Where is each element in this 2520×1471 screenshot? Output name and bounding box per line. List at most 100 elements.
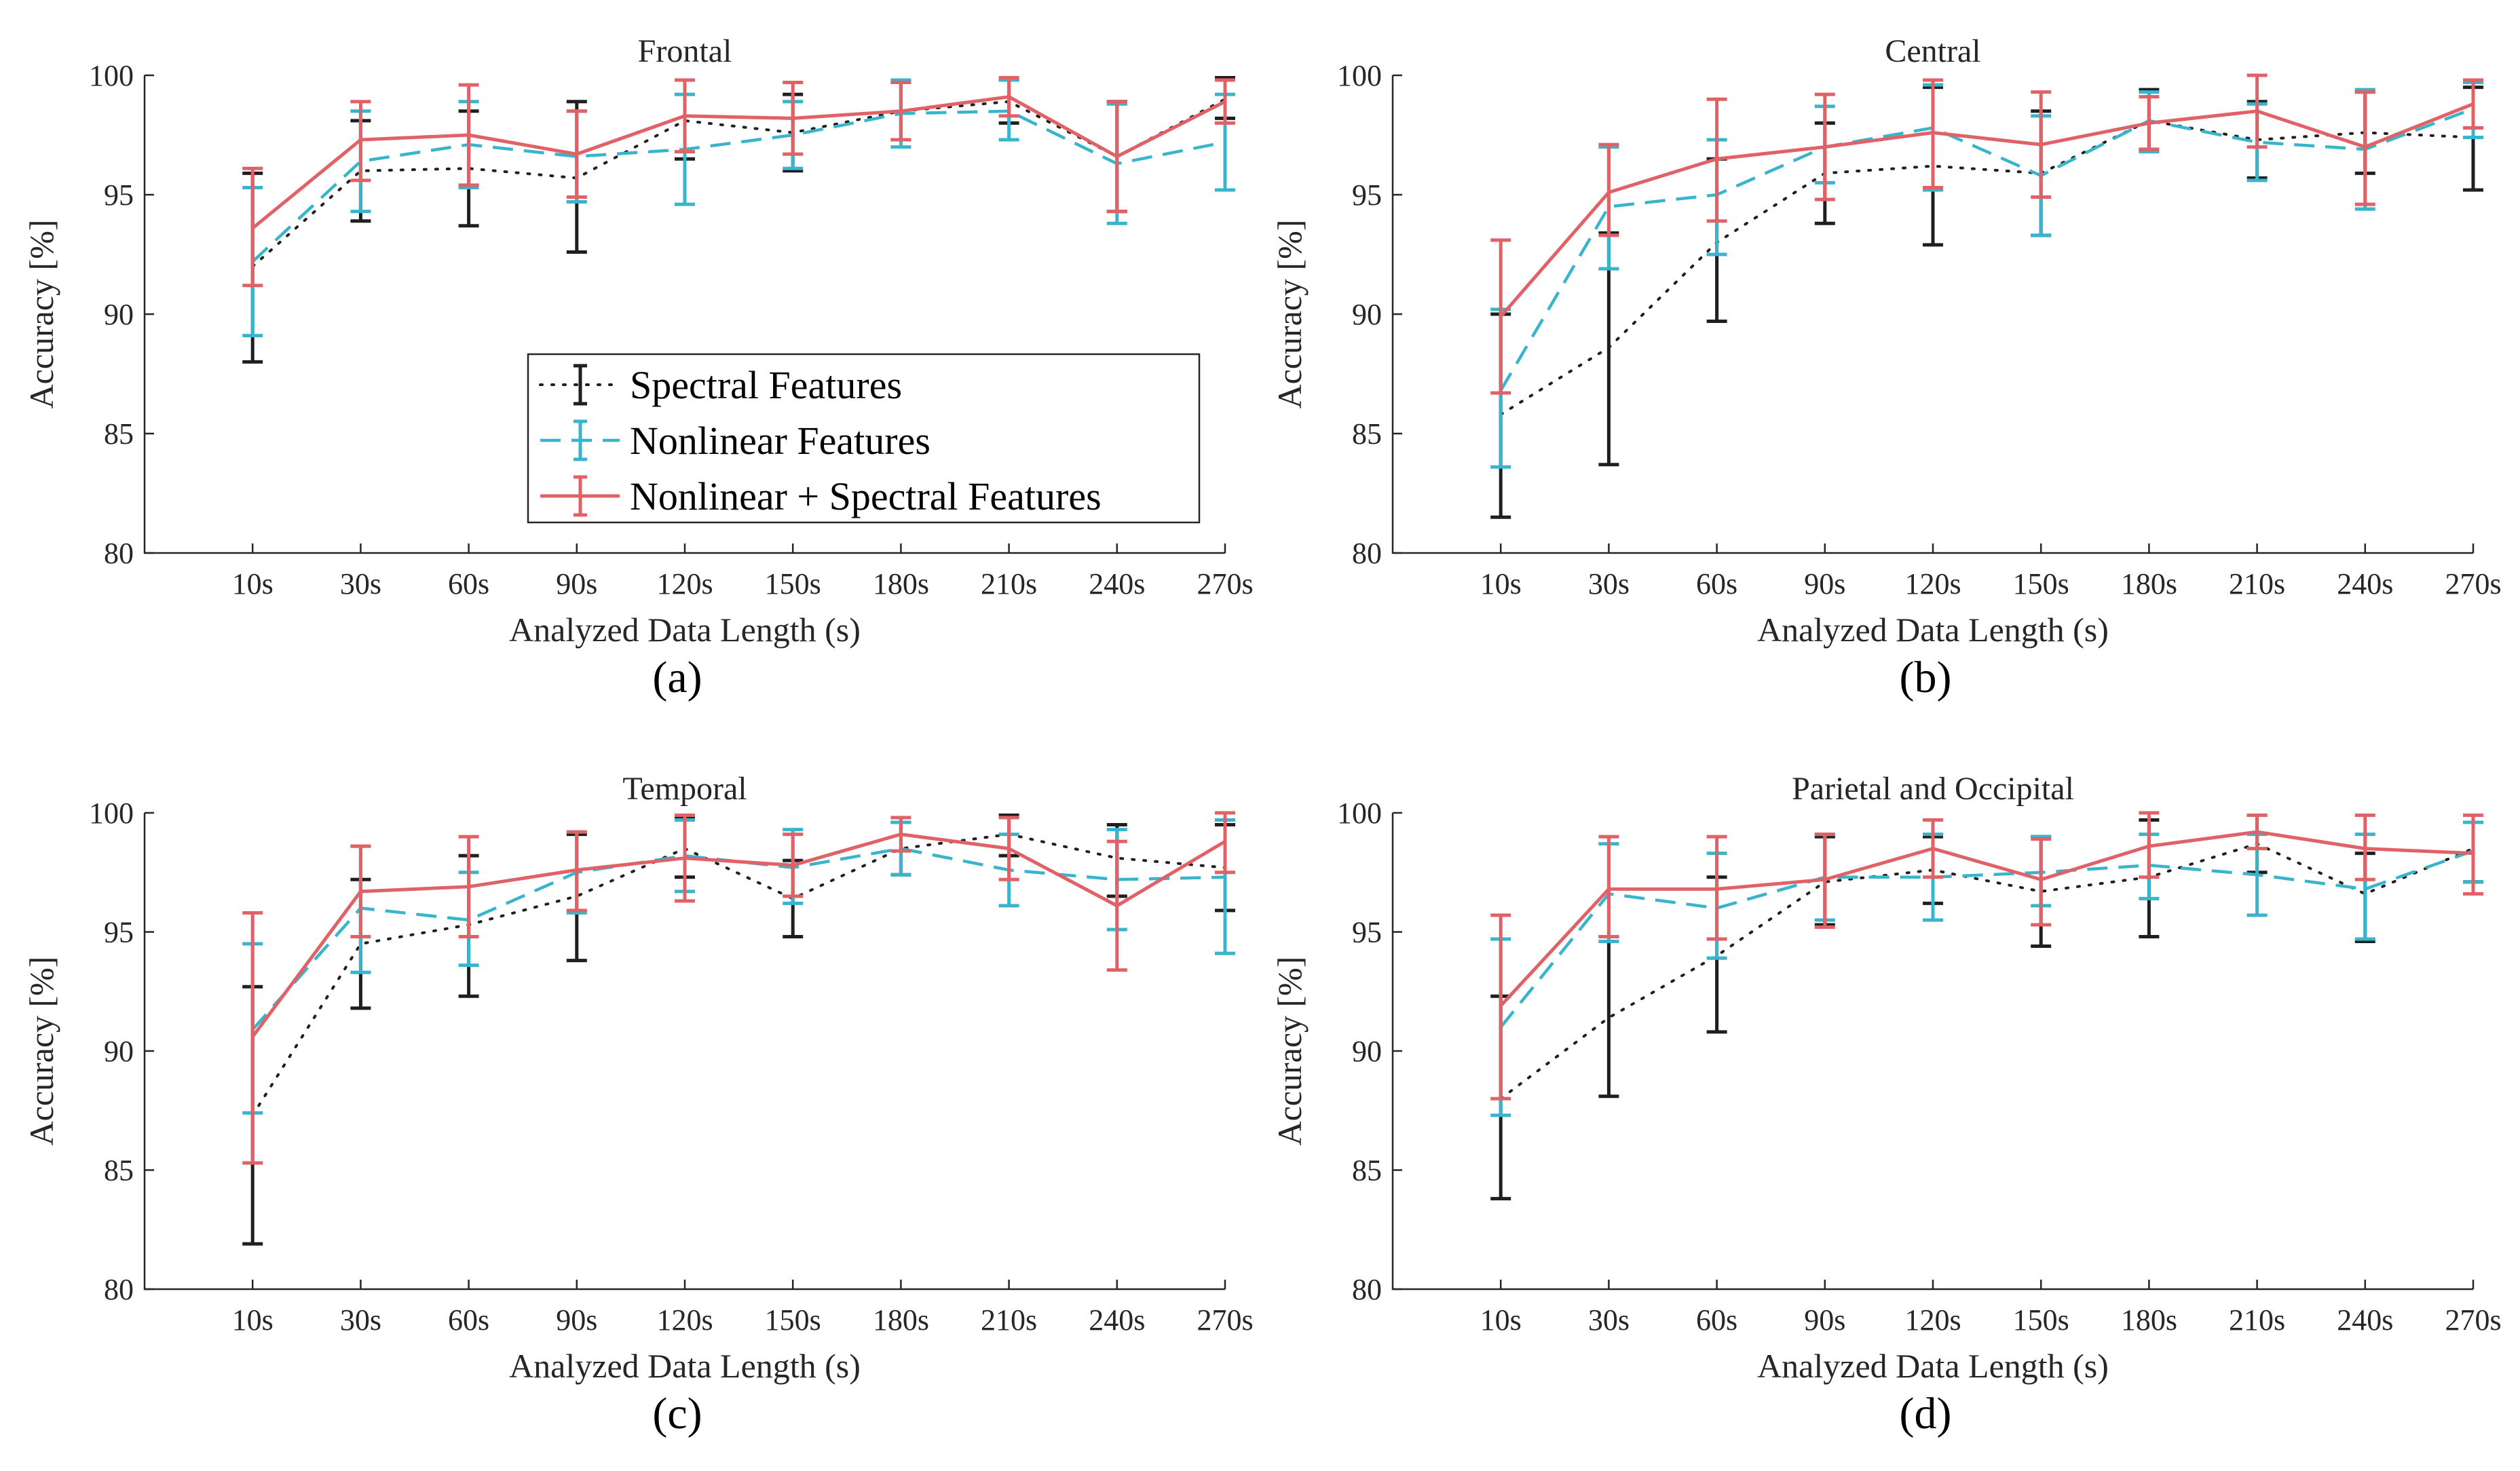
- x-tick-label: 270s: [2445, 1303, 2501, 1337]
- panel-d: 80 85 90 95 100 10s 30s 60s 90s 120s 150s 180s 210s 2…: [1271, 771, 2502, 1438]
- legend-item-nonlinear: Nonlinear Features: [540, 419, 930, 463]
- x-tick-label: 120s: [1904, 1303, 1961, 1337]
- x-tick-label: 270s: [2445, 567, 2501, 600]
- error-bar: [1490, 913, 1511, 1101]
- panel-b: 80 85 90 95 100 10s 30s 60s 90s 120s 150s 180s 210s 2…: [1271, 33, 2502, 702]
- series-combined: [1490, 73, 2483, 395]
- series-line: [1499, 849, 2474, 1029]
- x-tick-label: 210s: [981, 567, 1037, 600]
- legend-label: Nonlinear + Spectral Features: [630, 474, 1102, 518]
- x-tick-label: 270s: [1197, 1303, 1253, 1337]
- error-bar: [1598, 935, 1619, 1099]
- panel-c: 80 85 90 95 100 10s 30s 60s 90s 120s 150s 180s 210s 2…: [22, 771, 1254, 1438]
- series-spectral: [242, 76, 1235, 364]
- y-axis-label: Accuracy [%]: [22, 220, 60, 409]
- series-line: [1499, 830, 2474, 1008]
- error-bar: [2463, 814, 2483, 896]
- series-line: [1499, 102, 2474, 318]
- y-tick-label: 80: [104, 1273, 134, 1306]
- x-tick-label: 240s: [2337, 1303, 2393, 1337]
- legend-item-combined: Nonlinear + Spectral Features: [540, 474, 1102, 518]
- y-tick-label: 95: [104, 178, 134, 212]
- x-tick-label: 180s: [873, 1303, 929, 1337]
- x-tick-label: 210s: [2229, 567, 2285, 600]
- series-line: [1499, 107, 2474, 391]
- chart-title: Frontal: [638, 33, 732, 69]
- x-tick-label: 30s: [1588, 1303, 1630, 1337]
- chart-title: Temporal: [622, 771, 747, 807]
- y-tick-label: 95: [1352, 916, 1382, 949]
- series-nonlinear: [242, 818, 1235, 1115]
- y-tick-label: 95: [1352, 178, 1382, 212]
- y-tick-label: 100: [89, 59, 134, 92]
- x-tick-label: 30s: [1588, 567, 1630, 600]
- legend-label: Nonlinear Features: [630, 419, 930, 463]
- x-tick-label: 210s: [981, 1303, 1037, 1337]
- x-tick-label: 120s: [1904, 567, 1961, 600]
- x-tick-label: 240s: [2337, 567, 2393, 600]
- x-tick-label: 10s: [232, 567, 274, 600]
- y-tick-label: 95: [104, 916, 134, 949]
- panel-caption: (a): [652, 653, 702, 702]
- legend-box: [527, 353, 1201, 524]
- y-tick-label: 90: [104, 1035, 134, 1068]
- x-tick-label: 60s: [1696, 1303, 1737, 1337]
- series-line: [251, 98, 1226, 268]
- series-combined: [242, 76, 1235, 288]
- x-tick-label: 150s: [765, 1303, 821, 1337]
- x-tick-label: 30s: [340, 567, 381, 600]
- legend: Spectral Features Nonlinear Features Nonli…: [527, 353, 1201, 524]
- panel-a: 80 85 90 95 100 10s 30s 60s 90s 120s 150s 180s 210s 2…: [22, 33, 1254, 702]
- chart-title: Parietal and Occipital: [1792, 771, 2074, 807]
- x-tick-label: 120s: [656, 1303, 713, 1337]
- x-tick-label: 10s: [1480, 567, 1522, 600]
- series-line: [251, 847, 1226, 1031]
- series-line: [1499, 119, 2475, 416]
- series-line: [251, 95, 1226, 230]
- x-tick-label: 90s: [556, 1303, 597, 1337]
- x-tick-label: 150s: [2013, 567, 2069, 600]
- y-tick-label: 80: [104, 537, 134, 570]
- x-tick-label: 10s: [232, 1303, 274, 1337]
- x-tick-label: 120s: [656, 567, 713, 600]
- panel-caption: (d): [1900, 1389, 1952, 1438]
- x-tick-label: 240s: [1089, 1303, 1145, 1337]
- series-nonlinear: [1490, 820, 2483, 1117]
- y-tick-label: 90: [1352, 1035, 1382, 1068]
- x-tick-label: 90s: [1804, 567, 1845, 600]
- x-axis-label: Analyzed Data Length (s): [1757, 611, 2109, 649]
- x-tick-label: 180s: [873, 567, 929, 600]
- legend-item-spectral: Spectral Features: [539, 363, 902, 407]
- error-bar: [1598, 142, 1619, 237]
- y-tick-label: 85: [104, 417, 134, 451]
- panel-caption: (c): [652, 1389, 702, 1438]
- error-bar: [242, 911, 263, 1165]
- series-combined: [1490, 811, 2483, 1101]
- x-tick-label: 10s: [1480, 1303, 1522, 1337]
- y-axis-label: Accuracy [%]: [1271, 957, 1309, 1146]
- series-combined: [242, 811, 1235, 1165]
- x-tick-label: 270s: [1197, 567, 1253, 600]
- x-axis-label: Analyzed Data Length (s): [509, 1347, 861, 1385]
- series-line: [251, 109, 1226, 263]
- x-tick-label: 60s: [1696, 567, 1737, 600]
- x-tick-label: 150s: [2013, 1303, 2069, 1337]
- y-tick-label: 85: [1352, 417, 1382, 451]
- x-tick-label: 180s: [2121, 567, 2177, 600]
- series-spectral: [242, 814, 1235, 1246]
- y-tick-label: 90: [104, 298, 134, 331]
- x-tick-label: 150s: [765, 567, 821, 600]
- x-tick-label: 90s: [556, 567, 597, 600]
- y-tick-label: 100: [1337, 59, 1382, 92]
- series-line: [251, 833, 1226, 1038]
- chart-title: Central: [1885, 33, 1980, 69]
- y-axis-label: Accuracy [%]: [1271, 220, 1309, 409]
- y-tick-label: 100: [1337, 797, 1382, 830]
- x-tick-label: 60s: [448, 567, 489, 600]
- y-axis-label: Accuracy [%]: [22, 957, 60, 1146]
- x-axis-label: Analyzed Data Length (s): [1757, 1347, 2109, 1385]
- y-tick-label: 85: [1352, 1154, 1382, 1187]
- x-tick-label: 30s: [340, 1303, 381, 1337]
- y-tick-label: 100: [89, 797, 134, 830]
